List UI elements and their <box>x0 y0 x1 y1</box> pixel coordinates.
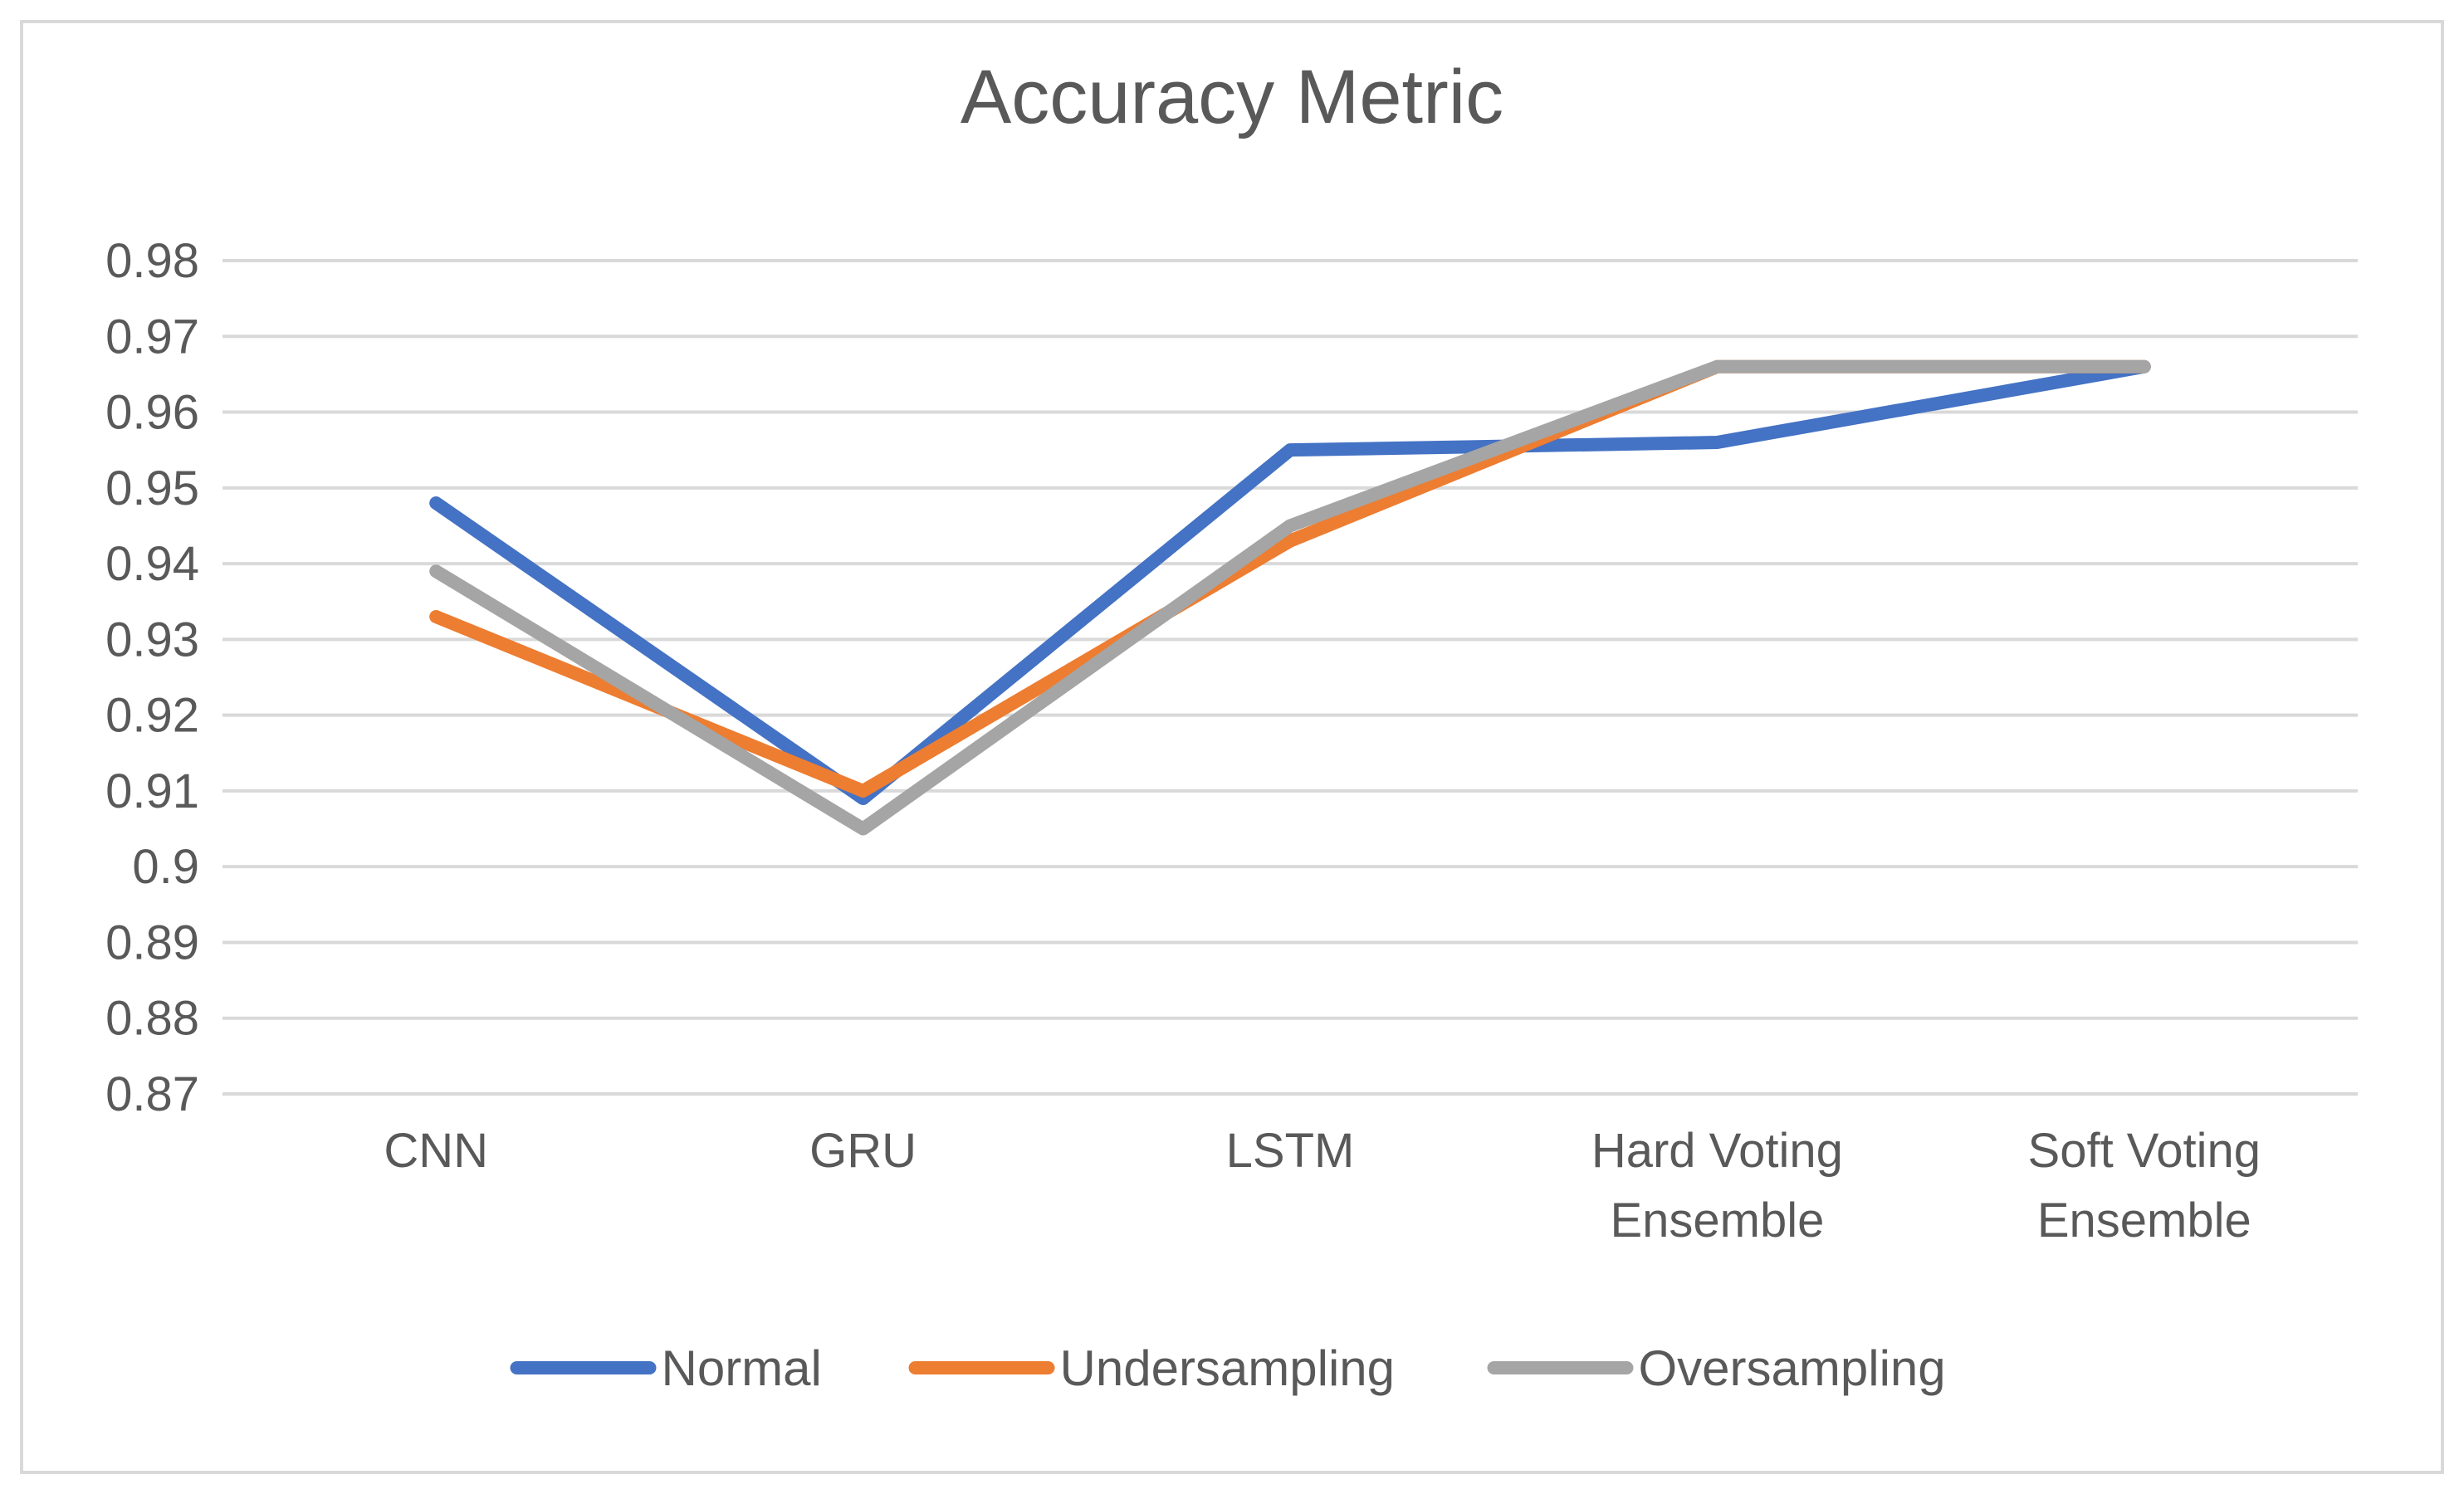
x-tick-label: GRU <box>809 1124 917 1178</box>
y-tick-label: 0.93 <box>105 613 199 666</box>
y-tick-label: 0.92 <box>105 689 199 743</box>
y-tick-label: 0.89 <box>105 915 199 969</box>
y-tick-label: 0.97 <box>105 310 199 364</box>
accuracy-line-chart: Accuracy Metric 0.870.880.890.90.910.920… <box>105 55 2358 1396</box>
y-tick-label: 0.98 <box>105 234 199 288</box>
x-axis-ticks: CNN GRU LSTM Hard Voting Ensemble Soft Voting… <box>384 1124 2261 1247</box>
series-line-normal <box>429 359 2151 806</box>
y-tick-label: 0.88 <box>105 992 199 1046</box>
y-tick-label: 0.9 <box>132 840 199 894</box>
chart-title: Accuracy Metric <box>961 55 1503 139</box>
y-axis-ticks: 0.87 0.88 0.89 0.9 0.91 0.92 0.93 0.94 0.95 0.96 0… <box>105 234 199 1121</box>
x-tick-label: Soft Voting Ensemble <box>2028 1124 2261 1247</box>
series-lines <box>429 359 2151 836</box>
legend-label-oversampling: Oversampling <box>1639 1340 1946 1396</box>
y-tick-label: 0.95 <box>105 461 199 515</box>
legend-label-undersampling: Undersampling <box>1060 1340 1396 1396</box>
y-tick-label: 0.87 <box>105 1067 199 1121</box>
y-tick-label: 0.96 <box>105 386 199 440</box>
legend: Normal Undersampling Oversampling <box>510 1340 1946 1396</box>
chart-frame: Accuracy Metric 0.87 0.88 0.89 0.9 0.91 0.92 0… <box>20 20 2444 1474</box>
series-line-oversampling <box>429 359 2151 836</box>
y-tick-label: 0.94 <box>105 537 199 591</box>
y-tick-label: 0.91 <box>105 764 199 818</box>
x-tick-label: CNN <box>384 1124 488 1178</box>
x-tick-label: LSTM <box>1226 1124 1355 1178</box>
gridlines <box>222 259 2358 1096</box>
x-tick-label: Hard Voting Ensemble <box>1591 1124 1843 1247</box>
legend-label-normal: Normal <box>662 1340 822 1396</box>
